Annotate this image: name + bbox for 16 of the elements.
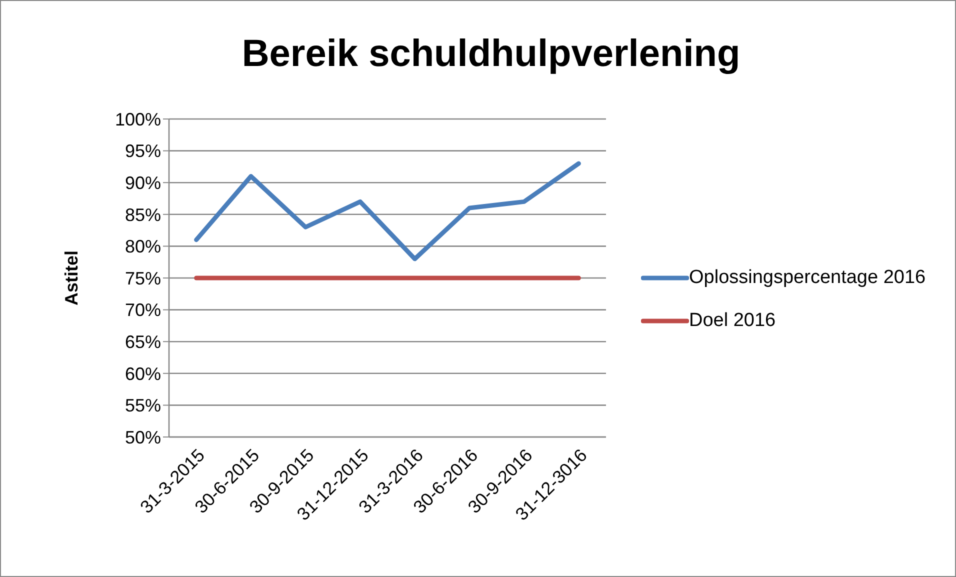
- y-tick-label: 65%: [124, 332, 161, 352]
- legend-label: Oplossingspercentage 2016: [689, 266, 927, 290]
- chart-title: Bereik schuldhulpverlening: [240, 33, 742, 76]
- y-tick-label: 50%: [124, 427, 161, 448]
- y-tick-label: 90%: [124, 172, 161, 193]
- y-tick-label: 60%: [124, 364, 161, 384]
- y-tick-label: 95%: [124, 141, 161, 162]
- y-tick-label: 70%: [124, 300, 161, 320]
- legend-label: Doel 2016: [689, 309, 777, 333]
- y-tick-label: 80%: [124, 236, 161, 257]
- line-series: [194, 161, 581, 262]
- y-tick-label: 85%: [124, 204, 161, 225]
- y-tick-label: 55%: [124, 396, 161, 416]
- y-tick-label: 75%: [124, 268, 161, 288]
- y-axis-title: Astitel: [61, 250, 82, 306]
- y-tick-label: 100%: [114, 109, 161, 130]
